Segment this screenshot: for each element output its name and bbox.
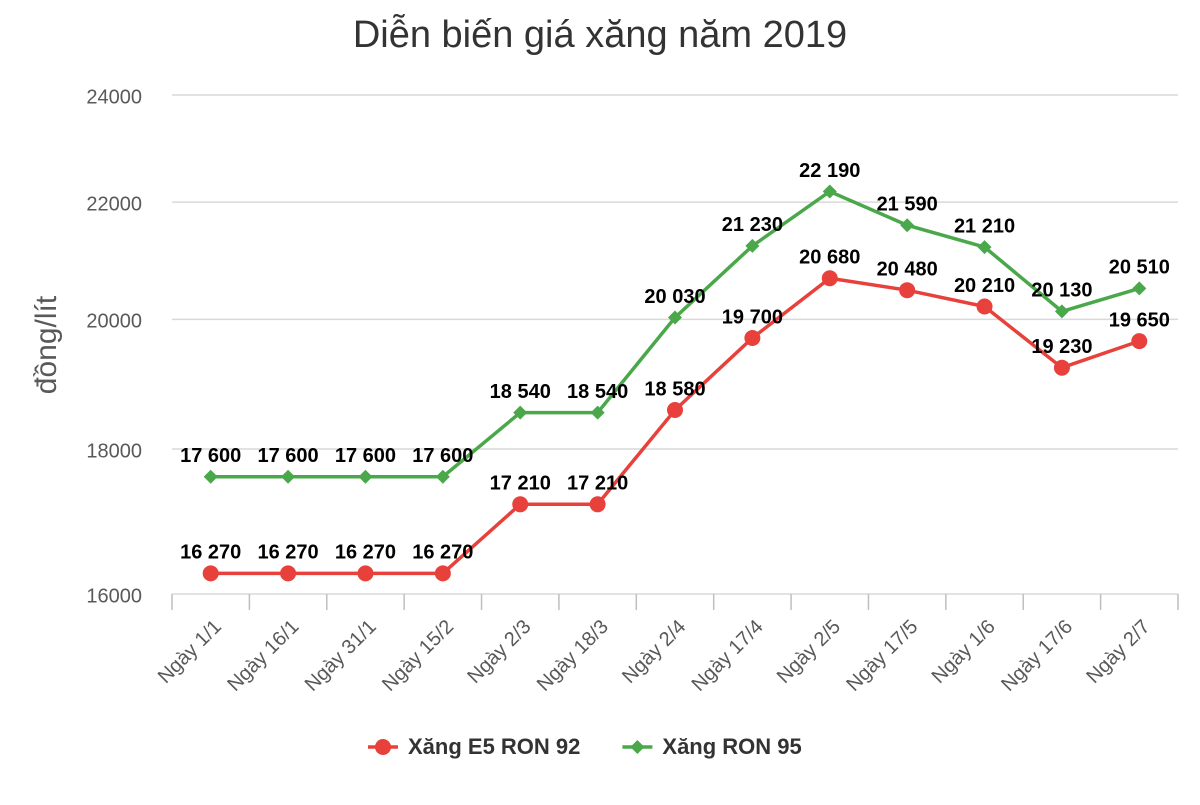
data-point — [899, 282, 916, 299]
data-point — [976, 298, 993, 315]
x-tick-label: Ngày 2/7 — [1082, 616, 1154, 688]
data-point — [435, 469, 450, 484]
y-tick-label: 22000 — [86, 193, 142, 215]
data-point — [744, 329, 761, 346]
data-point — [589, 496, 606, 513]
data-point — [821, 270, 838, 287]
y-tick-label: 24000 — [86, 86, 142, 108]
legend-label: Xăng RON 95 — [662, 734, 801, 759]
data-point — [202, 565, 219, 582]
data-point — [375, 739, 391, 755]
data-label: 19 650 — [1109, 309, 1170, 331]
data-label: 20 510 — [1109, 257, 1170, 279]
data-point — [203, 469, 218, 484]
data-point — [1131, 333, 1148, 350]
data-label: 16 270 — [335, 542, 396, 564]
data-label: 20 480 — [877, 258, 938, 280]
chart-title: Diễn biến giá xăng năm 2019 — [353, 13, 847, 56]
y-axis-title: đồng/lít — [30, 295, 63, 394]
x-tick-label: Ngày 15/2 — [378, 616, 458, 696]
data-label: 22 190 — [799, 160, 860, 182]
x-tick-label: Ngày 2/4 — [618, 616, 690, 688]
y-tick-label: 20000 — [86, 311, 142, 333]
data-label: 17 600 — [335, 445, 396, 467]
data-label: 18 540 — [567, 381, 628, 403]
data-label: 21 230 — [722, 214, 783, 236]
x-tick-label: Ngày 18/3 — [533, 616, 613, 696]
data-label: 19 700 — [722, 306, 783, 328]
data-label: 20 680 — [799, 247, 860, 269]
x-tick-label: Ngày 17/6 — [997, 616, 1077, 696]
data-point — [1132, 281, 1147, 296]
x-tick-label: Ngày 31/1 — [301, 616, 381, 696]
data-label: 19 230 — [1031, 336, 1092, 358]
data-label: 18 580 — [644, 378, 705, 400]
data-point — [630, 740, 645, 754]
data-label: 21 590 — [877, 194, 938, 216]
data-label: 16 270 — [180, 542, 241, 564]
data-label: 17 600 — [180, 445, 241, 467]
data-point — [900, 218, 915, 233]
legend-label: Xăng E5 RON 92 — [408, 734, 580, 759]
data-point — [357, 565, 374, 582]
data-point — [513, 405, 528, 420]
data-point — [280, 565, 297, 582]
data-point — [358, 469, 373, 484]
data-point — [822, 184, 837, 199]
x-tick-label: Ngày 16/1 — [223, 616, 303, 696]
data-label: 20 030 — [644, 286, 705, 308]
data-point — [667, 402, 683, 419]
data-label: 16 270 — [412, 542, 473, 564]
data-label: 21 210 — [954, 215, 1015, 237]
x-tick-label: Ngày 1/1 — [154, 616, 226, 688]
data-label: 20 130 — [1031, 280, 1092, 302]
data-point — [745, 238, 760, 253]
data-point — [1054, 304, 1069, 319]
x-tick-label: Ngày 2/5 — [773, 616, 845, 688]
y-tick-label: 16000 — [86, 585, 142, 607]
data-label: 16 270 — [257, 542, 318, 564]
data-point — [281, 469, 296, 484]
data-point — [512, 496, 529, 513]
x-tick-label: Ngày 17/5 — [842, 616, 922, 696]
data-label: 17 210 — [567, 473, 628, 495]
data-point — [668, 310, 682, 325]
data-point — [1053, 359, 1070, 376]
data-point — [590, 405, 605, 420]
data-label: 20 210 — [954, 275, 1015, 297]
data-point — [977, 240, 992, 255]
x-tick-label: Ngày 17/4 — [688, 616, 768, 696]
data-label: 17 600 — [412, 445, 473, 467]
data-point — [434, 565, 451, 582]
y-tick-label: 18000 — [86, 440, 142, 462]
data-label: 17 210 — [490, 473, 551, 495]
data-label: 18 540 — [490, 381, 551, 403]
data-label: 17 600 — [257, 445, 318, 467]
x-tick-label: Ngày 2/3 — [463, 616, 535, 688]
x-tick-label: Ngày 1/6 — [928, 616, 1000, 688]
